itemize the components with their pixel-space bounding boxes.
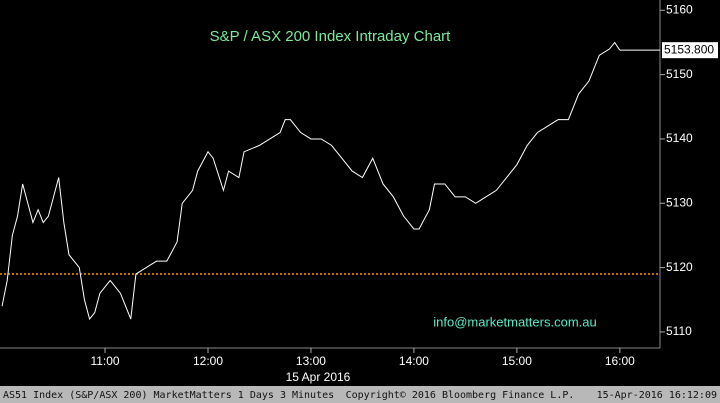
last-value-label: 5153.800 <box>664 42 714 56</box>
x-tick-label: 12:00 <box>193 354 223 368</box>
y-tick-label: 5110 <box>666 324 692 338</box>
watermark: info@marketmatters.com.au <box>433 314 596 329</box>
y-tick-label: 5150 <box>666 67 693 81</box>
footer-left: AS51 Index (S&P/ASX 200) MarketMatters 1… <box>3 390 334 401</box>
x-tick-label: 14:00 <box>399 354 429 368</box>
chart-title: S&P / ASX 200 Index Intraday Chart <box>210 28 452 45</box>
footer-bar <box>0 386 720 403</box>
price-line <box>1 41 621 321</box>
last-value-box <box>662 42 718 59</box>
x-tick-label: 16:00 <box>605 354 635 368</box>
y-tick-label: 5130 <box>666 195 693 209</box>
x-tick-label: 15:00 <box>502 354 532 368</box>
y-tick-label: 5120 <box>666 260 693 274</box>
footer-right: 15-Apr-2016 16:12:09 <box>597 390 717 401</box>
y-tick-label: 5160 <box>666 2 693 16</box>
footer-center: Copyright© 2016 Bloomberg Finance L.P. <box>346 390 575 401</box>
x-axis-label: 15 Apr 2016 <box>286 370 351 384</box>
x-tick-label: 11:00 <box>90 354 119 368</box>
x-tick-label: 13:00 <box>296 354 326 368</box>
y-tick-label: 5140 <box>666 131 693 145</box>
